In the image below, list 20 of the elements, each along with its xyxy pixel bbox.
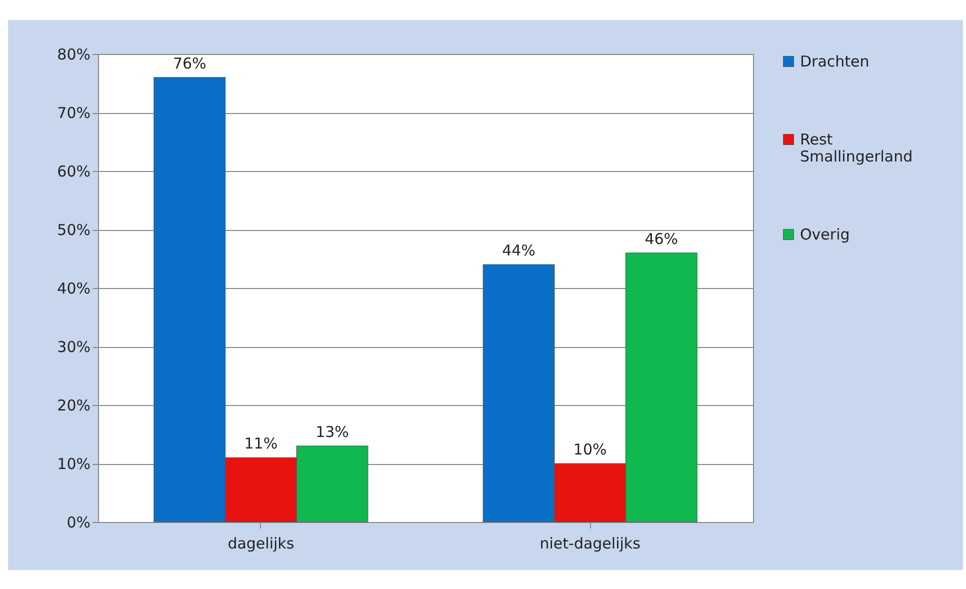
y-tick-label: 50% bbox=[57, 221, 90, 239]
text: 44% bbox=[502, 242, 536, 260]
y-tick-label: 0% bbox=[66, 514, 90, 532]
text: 10% bbox=[573, 440, 607, 458]
text: 46% bbox=[644, 230, 678, 248]
y-tick-label: 80% bbox=[57, 46, 90, 64]
y-tick-label: 40% bbox=[57, 280, 90, 298]
y-tick-label: 30% bbox=[57, 338, 90, 356]
x-tick-label: dagelijks bbox=[228, 534, 294, 552]
legend-label: Rest Smallingerland bbox=[800, 130, 913, 166]
y-tick-label: 70% bbox=[57, 104, 90, 122]
legend-label: Drachten bbox=[800, 52, 870, 70]
text: 11% bbox=[244, 434, 278, 453]
y-tick-label: 10% bbox=[57, 455, 90, 473]
legend-label: Overig bbox=[800, 226, 850, 244]
y-tick-label: 60% bbox=[57, 162, 90, 180]
y-tick-label: 20% bbox=[57, 396, 90, 414]
x-tick-label: niet-dagelijks bbox=[540, 534, 641, 552]
text: 13% bbox=[316, 422, 349, 441]
text: 76% bbox=[172, 54, 206, 72]
